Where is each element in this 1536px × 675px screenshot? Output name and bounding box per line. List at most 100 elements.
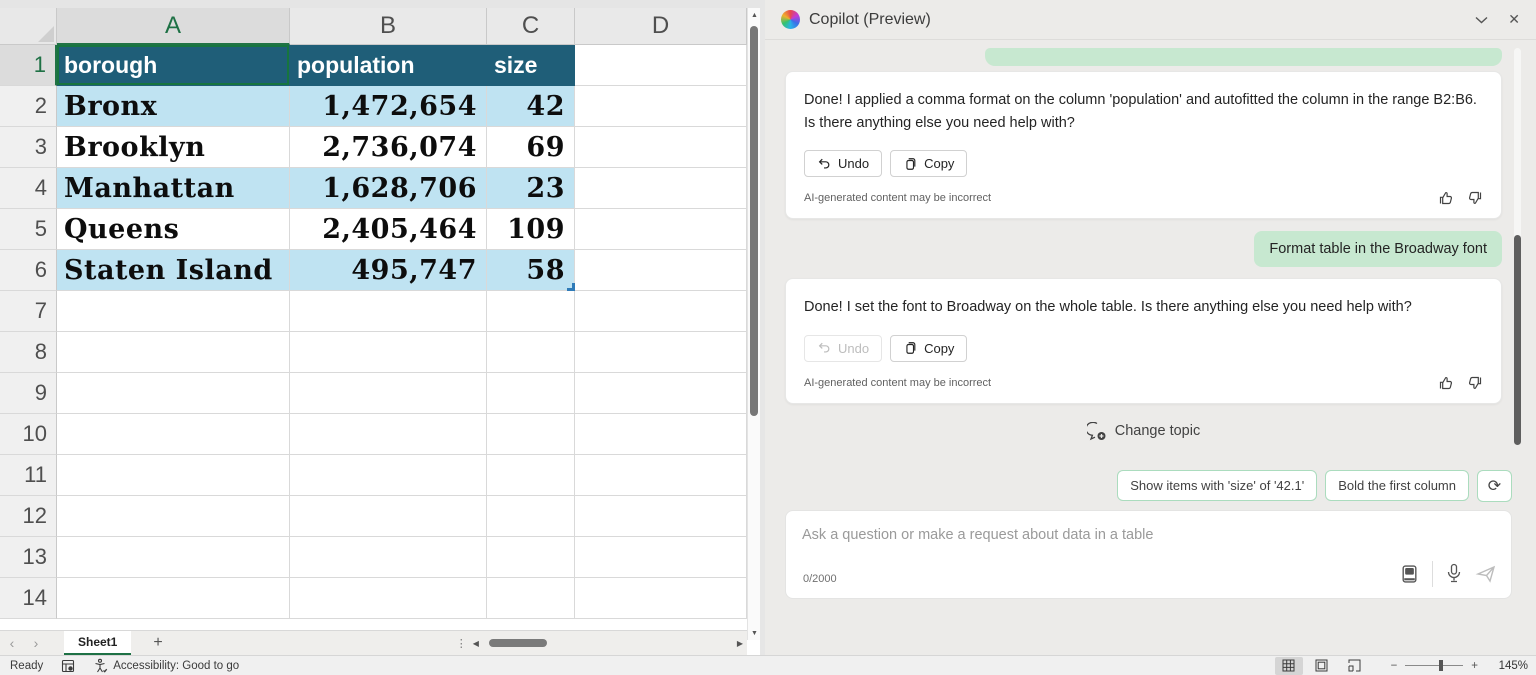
copy-button[interactable]: Copy (890, 150, 968, 178)
cell-d11[interactable] (575, 455, 747, 496)
send-icon[interactable] (1475, 564, 1497, 584)
page-layout-view-button[interactable] (1308, 657, 1336, 675)
cell-d5[interactable] (575, 209, 747, 250)
zoom-in-button[interactable]: + (1471, 659, 1478, 672)
zoom-out-button[interactable]: − (1390, 659, 1398, 672)
accessibility-status[interactable]: Accessibility: Good to go (113, 659, 240, 672)
cell-d10[interactable] (575, 414, 747, 455)
cell-d12[interactable] (575, 496, 747, 537)
cell-c4[interactable]: 23 (487, 168, 575, 209)
cell-d7[interactable] (575, 291, 747, 332)
scroll-down-icon[interactable]: ▼ (751, 629, 758, 637)
prompt-guide-icon[interactable] (1400, 564, 1419, 584)
cell-c13[interactable] (487, 537, 575, 578)
thumbs-up-icon[interactable] (1438, 375, 1454, 391)
row-header-13[interactable]: 13 (0, 537, 57, 578)
row-header-1[interactable]: 1 (0, 45, 57, 86)
cell-a13[interactable] (57, 537, 290, 578)
vertical-scroll-thumb[interactable] (750, 26, 758, 416)
zoom-slider-handle[interactable] (1439, 660, 1444, 671)
add-sheet-button[interactable]: + (153, 634, 163, 651)
prev-sheet-icon[interactable]: ‹ (9, 635, 15, 651)
next-sheet-icon[interactable]: › (33, 635, 39, 651)
cell-b10[interactable] (290, 414, 487, 455)
cell-b8[interactable] (290, 332, 487, 373)
scroll-left-icon[interactable]: ◀ (472, 638, 479, 648)
row-header-7[interactable]: 7 (0, 291, 57, 332)
row-header-4[interactable]: 4 (0, 168, 57, 209)
cell-a2[interactable]: Bronx (57, 86, 290, 127)
row-header-2[interactable]: 2 (0, 86, 57, 127)
cell-b12[interactable] (290, 496, 487, 537)
row-header-10[interactable]: 10 (0, 414, 57, 455)
cell-d6[interactable] (575, 250, 747, 291)
scrollbar-options-icon[interactable]: ⋮ (455, 637, 467, 650)
cell-c12[interactable] (487, 496, 575, 537)
zoom-level[interactable]: 145% (1498, 659, 1528, 672)
cell-d14[interactable] (575, 578, 747, 619)
copy-button[interactable]: Copy (890, 334, 968, 362)
thumbs-up-icon[interactable] (1438, 190, 1454, 206)
cell-a12[interactable] (57, 496, 290, 537)
normal-view-button[interactable] (1274, 656, 1303, 675)
zoom-slider[interactable] (1405, 660, 1464, 671)
cell-b13[interactable] (290, 537, 487, 578)
cell-d9[interactable] (575, 373, 747, 414)
cell-b6[interactable]: 495,747 (290, 250, 487, 291)
cell-b4[interactable]: 1,628,706 (290, 168, 487, 209)
grid-horizontal-scrollbar[interactable] (485, 638, 731, 649)
chat-input[interactable] (802, 526, 1426, 543)
row-header-14[interactable]: 14 (0, 578, 57, 619)
row-header-12[interactable]: 12 (0, 496, 57, 537)
cell-c6[interactable]: 58 (487, 250, 575, 291)
cell-c11[interactable] (487, 455, 575, 496)
row-header-5[interactable]: 5 (0, 209, 57, 250)
grid-vertical-scrollbar[interactable]: ▲ ▼ (747, 8, 760, 640)
change-topic-button[interactable]: Change topic (785, 421, 1502, 441)
row-header-3[interactable]: 3 (0, 127, 57, 168)
row-header-8[interactable]: 8 (0, 332, 57, 373)
column-header-a[interactable]: A (57, 8, 290, 45)
undo-button-disabled[interactable]: Undo (804, 334, 883, 362)
cell-c7[interactable] (487, 291, 575, 332)
accessibility-icon[interactable] (93, 658, 108, 673)
cell-a14[interactable] (57, 578, 290, 619)
cell-d8[interactable] (575, 332, 747, 373)
cell-a7[interactable] (57, 291, 290, 332)
undo-button[interactable]: Undo (804, 150, 883, 178)
cell-c2[interactable]: 42 (487, 86, 575, 127)
cell-a4[interactable]: Manhattan (57, 168, 290, 209)
cell-b1-population[interactable]: population (290, 45, 487, 86)
cell-a6[interactable]: Staten Island (57, 250, 290, 291)
thumbs-down-icon[interactable] (1467, 190, 1483, 206)
close-icon[interactable]: ✕ (1508, 11, 1520, 27)
cell-d4[interactable] (575, 168, 747, 209)
row-header-11[interactable]: 11 (0, 455, 57, 496)
page-break-view-button[interactable] (1341, 657, 1369, 675)
cell-b9[interactable] (290, 373, 487, 414)
horizontal-scroll-thumb[interactable] (488, 639, 547, 647)
cell-c10[interactable] (487, 414, 575, 455)
row-header-9[interactable]: 9 (0, 373, 57, 414)
macro-record-icon[interactable] (61, 659, 75, 673)
cell-a5[interactable]: Queens (57, 209, 290, 250)
cell-b5[interactable]: 2,405,464 (290, 209, 487, 250)
thumbs-down-icon[interactable] (1467, 375, 1483, 391)
cell-d3[interactable] (575, 127, 747, 168)
suggestion-chip[interactable]: Bold the first column (1325, 470, 1469, 502)
cell-c14[interactable] (487, 578, 575, 619)
scroll-right-icon[interactable]: ▶ (736, 638, 743, 648)
cell-a10[interactable] (57, 414, 290, 455)
cell-b3[interactable]: 2,736,074 (290, 127, 487, 168)
copilot-scrollbar[interactable] (1514, 48, 1521, 445)
column-header-c[interactable]: C (487, 8, 575, 45)
cell-a1-borough[interactable]: borough (57, 45, 290, 86)
chevron-down-icon[interactable] (1475, 16, 1488, 24)
row-header-6[interactable]: 6 (0, 250, 57, 291)
cell-c9[interactable] (487, 373, 575, 414)
cell-a8[interactable] (57, 332, 290, 373)
table-resize-handle[interactable] (567, 283, 575, 291)
scroll-up-icon[interactable]: ▲ (751, 11, 758, 19)
cell-d1[interactable] (575, 45, 747, 86)
cell-b7[interactable] (290, 291, 487, 332)
